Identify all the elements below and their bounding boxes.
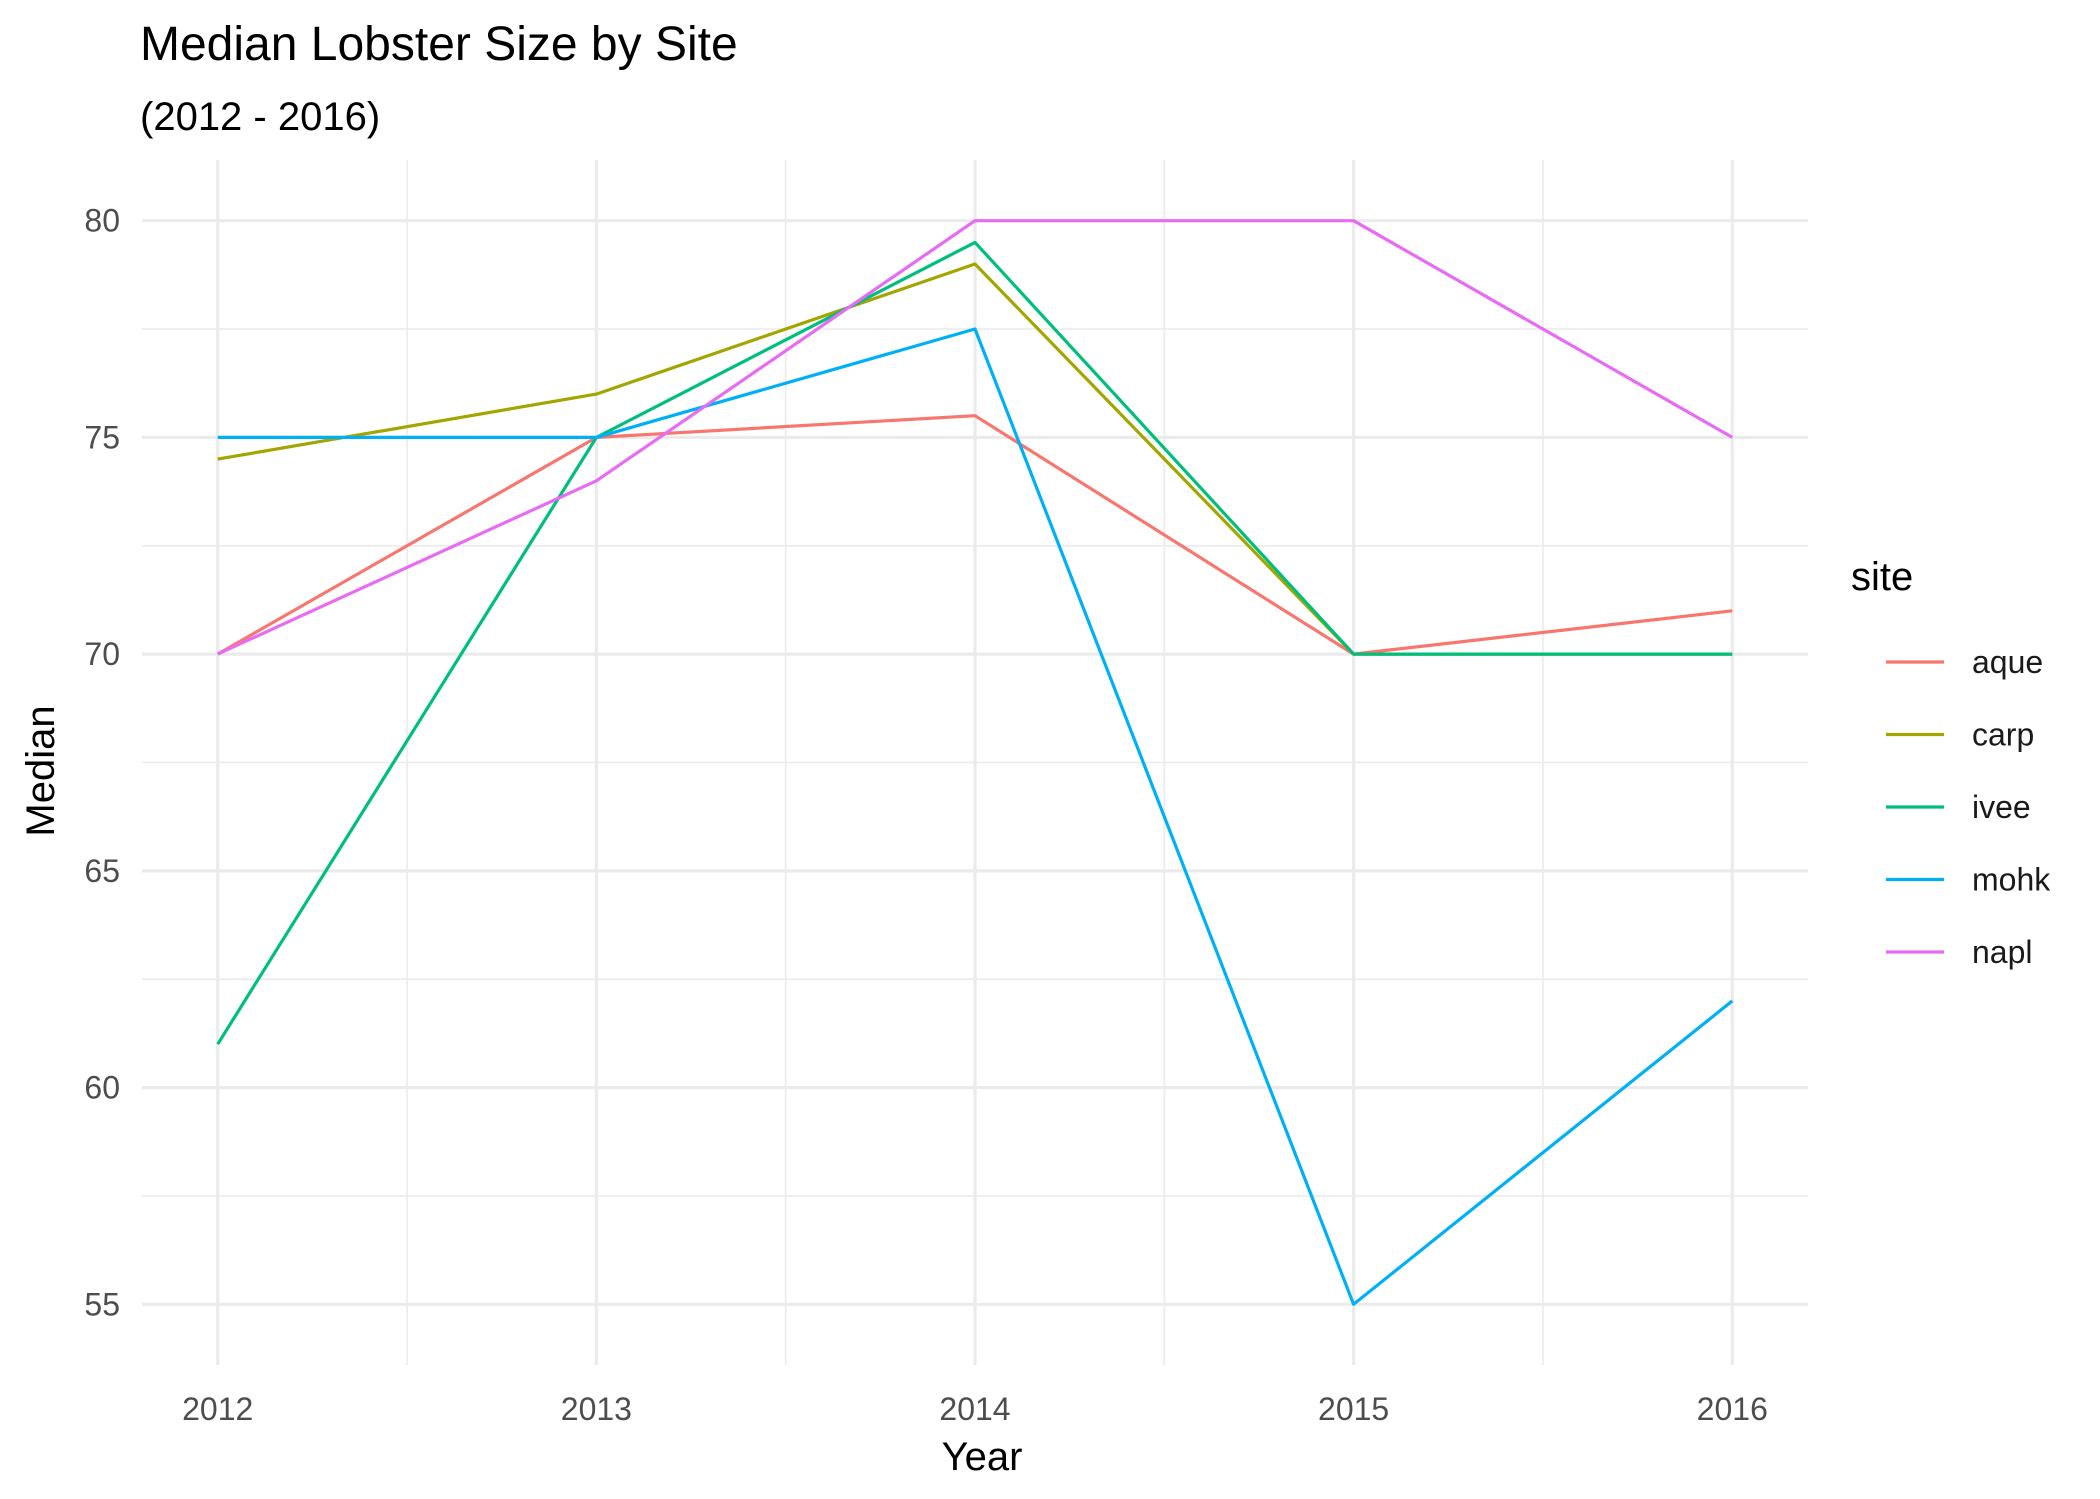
legend-title: site	[1851, 555, 1913, 599]
x-tick-label: 2014	[939, 1391, 1010, 1427]
y-tick-label: 55	[84, 1286, 120, 1322]
chart-subtitle: (2012 - 2016)	[140, 95, 380, 139]
x-tick-label: 2016	[1697, 1391, 1768, 1427]
series-lines	[216, 219, 1734, 1306]
y-axis-title: Median	[19, 705, 63, 836]
series-line-mohk	[217, 327, 1734, 1306]
x-axis-tick-labels: 2012 2013 2014 2015 2016	[182, 1391, 1768, 1427]
legend-label-aque: aque	[1972, 644, 2043, 680]
chart-title: Median Lobster Size by Site	[140, 18, 738, 71]
y-tick-label: 60	[84, 1070, 120, 1106]
legend: site aque carp ivee mohk napl	[1851, 555, 2051, 970]
x-tick-label: 2015	[1318, 1391, 1389, 1427]
x-tick-label: 2013	[561, 1391, 632, 1427]
y-tick-label: 70	[84, 636, 120, 672]
series-line-ivee	[216, 240, 1733, 1046]
x-axis-title: Year	[942, 1435, 1023, 1479]
x-tick-label: 2012	[182, 1391, 253, 1427]
y-axis-tick-labels: 55 60 65 70 75 80	[84, 203, 120, 1323]
legend-label-carp: carp	[1972, 717, 2034, 753]
y-tick-label: 75	[84, 419, 120, 455]
legend-label-napl: napl	[1972, 934, 2033, 970]
series-line-aque	[216, 414, 1733, 656]
legend-label-mohk: mohk	[1972, 862, 2051, 898]
series-line-napl	[217, 219, 1734, 656]
legend-label-ivee: ivee	[1972, 789, 2031, 825]
y-tick-label: 65	[84, 853, 120, 889]
y-tick-label: 80	[84, 203, 120, 239]
